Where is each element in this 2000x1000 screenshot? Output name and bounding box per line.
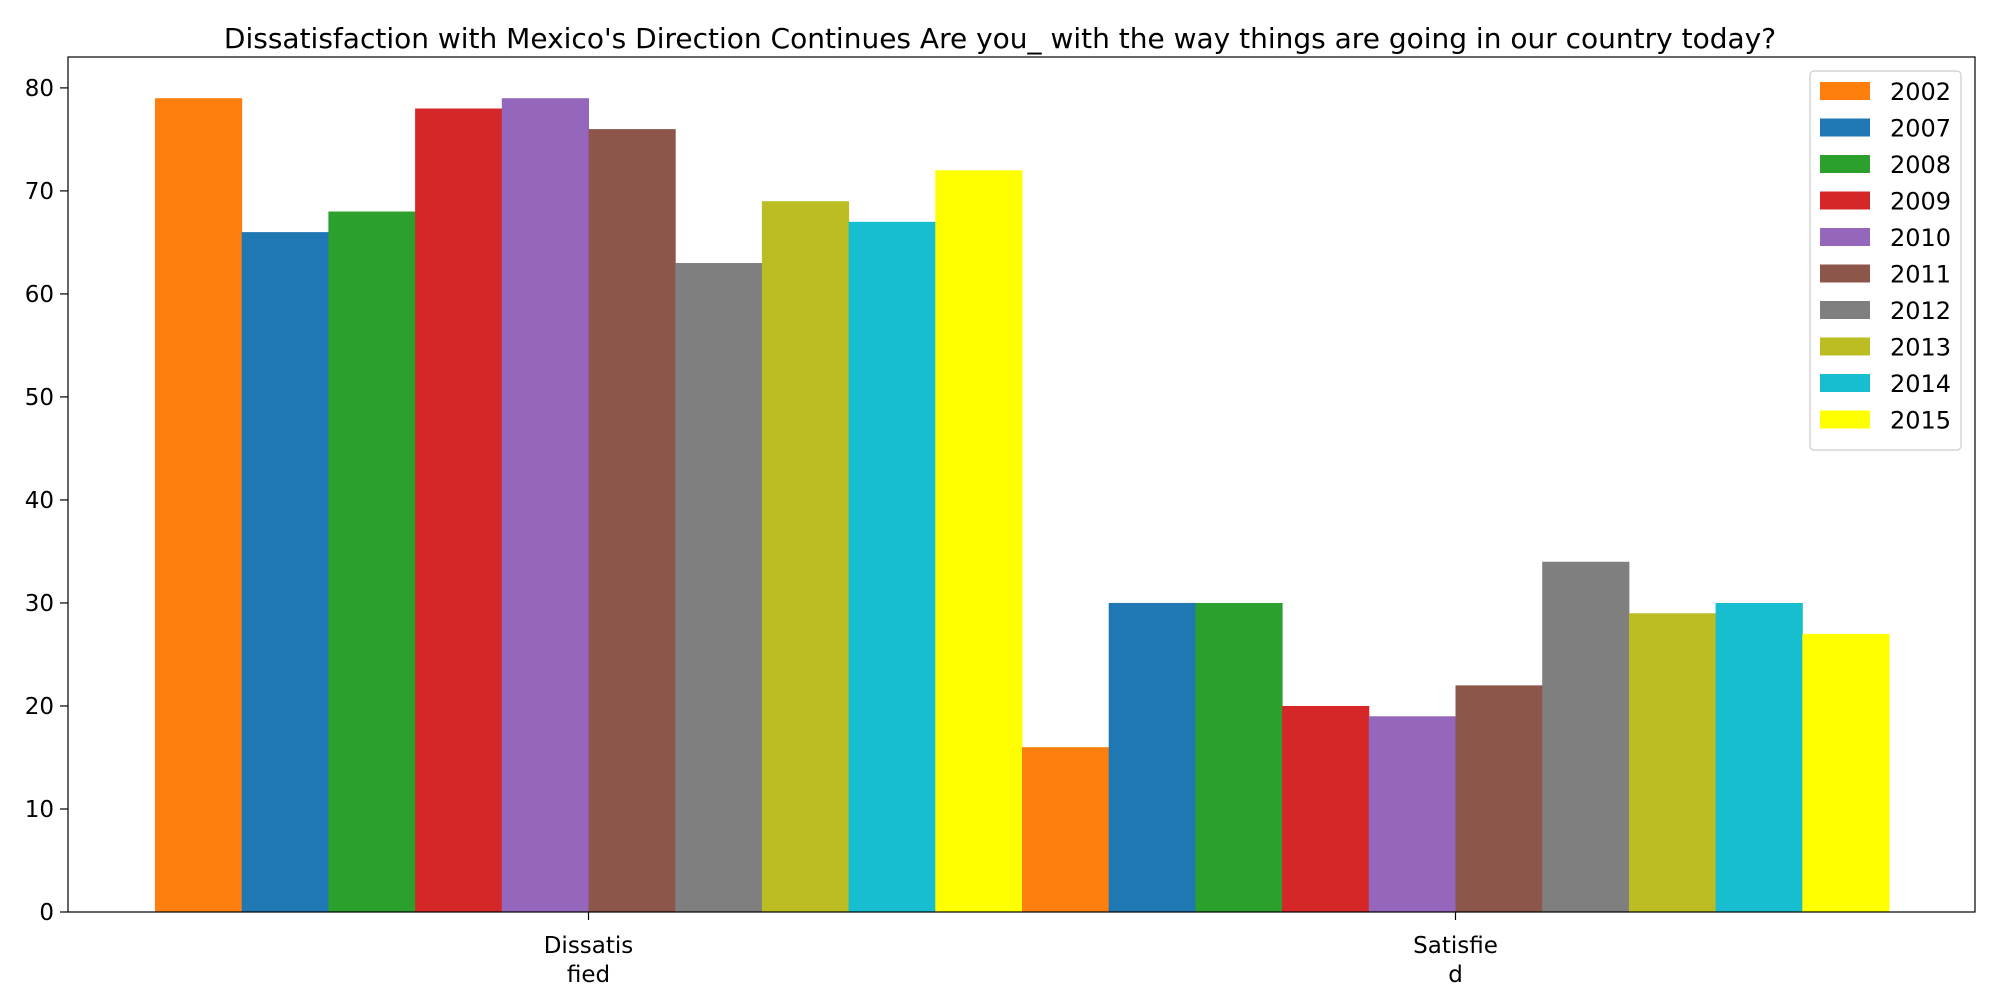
legend-swatch-2008 (1820, 155, 1870, 173)
bar-2010-1 (1368, 716, 1456, 912)
bar-2015-0 (935, 170, 1023, 912)
x-tick-label: d (1448, 962, 1463, 988)
legend-label-2011: 2011 (1890, 261, 1951, 289)
bar-2008-1 (1195, 602, 1283, 912)
bar-2009-1 (1282, 705, 1370, 912)
bar-2012-0 (675, 263, 763, 912)
bar-2008-0 (328, 211, 416, 912)
bar-2011-0 (588, 129, 676, 913)
legend-label-2014: 2014 (1890, 370, 1951, 398)
axes-group: 0 10 20 30 40 50 60 70 80 Dissatis fied Satisfie d (25, 56, 1976, 988)
x-tick-label: Dissatis (544, 933, 634, 959)
bar-2010-0 (501, 98, 589, 912)
x-tick-label: fied (567, 962, 610, 988)
y-tick-label: 10 (25, 797, 54, 823)
legend-swatch-2013 (1820, 337, 1870, 356)
legend-label-2002: 2002 (1890, 78, 1951, 106)
legend-label-2012: 2012 (1890, 297, 1951, 325)
y-tick-label: 70 (25, 179, 54, 205)
plot-frame (67, 56, 1976, 913)
legend-swatch-2012 (1820, 301, 1870, 319)
legend-label-2007: 2007 (1890, 115, 1951, 143)
legend-swatch-2009 (1820, 191, 1870, 210)
legend-label-2009: 2009 (1890, 188, 1951, 216)
bar-2002-0 (155, 98, 243, 912)
chart-title: Dissatisfaction with Mexico's Direction … (224, 22, 1776, 55)
bar-2015-1 (1802, 633, 1890, 912)
bar-2012-1 (1542, 561, 1630, 912)
legend-swatch-2011 (1820, 264, 1870, 283)
x-tick-label: Satisfie (1413, 933, 1498, 959)
y-tick-label: 20 (25, 694, 54, 720)
legend: 2002 2007 2008 2009 2010 2011 2012 2013 2014 2015 (1809, 70, 1962, 451)
bar-2013-0 (761, 201, 850, 913)
legend-swatch-2014 (1820, 374, 1870, 392)
bar-2014-1 (1715, 602, 1803, 912)
bar-2007-1 (1108, 602, 1196, 912)
bars-group (155, 98, 1890, 913)
bar-2009-0 (415, 108, 503, 912)
legend-swatch-2007 (1820, 118, 1870, 137)
y-tick-label: 80 (25, 76, 54, 102)
y-tick-label: 60 (25, 282, 54, 308)
legend-label-2008: 2008 (1890, 151, 1951, 179)
y-tick-label: 50 (25, 385, 54, 411)
legend-swatch-2002 (1820, 82, 1870, 100)
legend-swatch-2010 (1820, 228, 1870, 246)
legend-label-2013: 2013 (1890, 334, 1951, 362)
bar-2007-0 (241, 232, 329, 912)
y-tick-label: 40 (25, 488, 54, 514)
legend-label-2010: 2010 (1890, 224, 1951, 252)
legend-swatch-2015 (1820, 410, 1870, 429)
bar-2013-1 (1628, 613, 1717, 912)
bar-2011-1 (1455, 685, 1543, 912)
y-tick-label: 0 (39, 900, 54, 926)
bar-2014-0 (848, 221, 936, 912)
legend-label-2015: 2015 (1890, 407, 1951, 435)
bar-2002-1 (1022, 747, 1110, 912)
y-tick-label: 30 (25, 591, 54, 617)
